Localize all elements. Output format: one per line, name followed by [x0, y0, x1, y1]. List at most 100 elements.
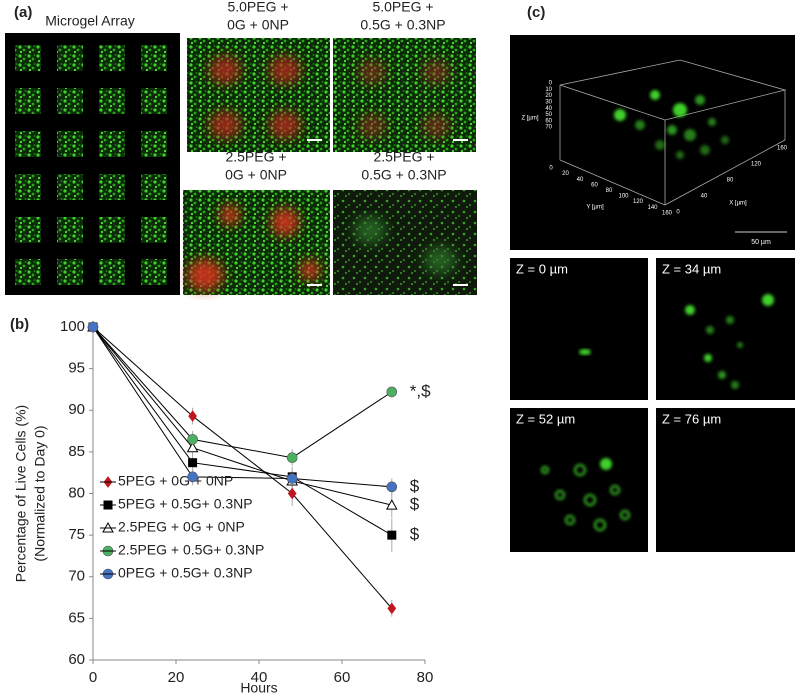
cells-3d [614, 90, 729, 159]
x-tick-label: 160 [777, 146, 788, 152]
y-tick-label: 65 [68, 609, 85, 626]
annotation: $ [410, 476, 420, 495]
y-tick-label: 160 [662, 210, 673, 216]
legend-label: 5PEG + 0G + 0NP [118, 473, 233, 489]
y-tick-label: 100 [60, 318, 85, 335]
cells [685, 294, 774, 389]
cells [541, 458, 630, 531]
x-tick-label: 40 [251, 669, 268, 686]
x-tick-label: 80 [417, 669, 434, 686]
z-tick-label: 10 [545, 87, 552, 93]
y-tick-label: 140 [647, 205, 658, 211]
z-tick-label: 60 [545, 118, 552, 124]
slice-label: Z = 52 µm [516, 411, 575, 426]
x-tick-label: 0 [89, 669, 97, 686]
y-tick-label: 120 [633, 199, 644, 205]
marker [87, 321, 99, 333]
y-tick-label: 40 [577, 177, 584, 183]
y-tick-label: 85 [68, 443, 85, 460]
image-labels: 5.0PEG + 0G + 0NP 5.0PEG + 0.5G + 0.3NP 2.5P… [225, 0, 447, 183]
marker [286, 452, 298, 464]
image-label: 0G + 0NP [227, 17, 289, 33]
microgel [57, 174, 83, 200]
marker [387, 602, 397, 615]
annotation: *,$ [410, 381, 431, 400]
y-tick-label: 95 [68, 360, 85, 377]
x-tick-label: 80 [727, 178, 734, 184]
microgel [141, 217, 167, 243]
microgel [99, 45, 125, 71]
x-tick-label: 60 [334, 669, 351, 686]
legend-label: 2.5PEG + 0G + 0NP [118, 519, 245, 535]
microgel [99, 88, 125, 114]
microgel [99, 259, 125, 285]
slice-label: Z = 76 µm [662, 411, 721, 426]
microgel [99, 174, 125, 200]
image-label: 5.0PEG + [227, 0, 288, 15]
micrograph [333, 190, 477, 295]
y-tick-label: 75 [68, 526, 85, 543]
image-label: 0G + 0NP [225, 167, 287, 183]
marker [287, 487, 297, 500]
microgel [57, 45, 83, 71]
z-tick-label: 20 [545, 93, 552, 99]
microgel [99, 217, 125, 243]
slice-label: Z = 34 µm [662, 261, 721, 276]
marker [188, 410, 197, 422]
y-tick-label: 80 [606, 188, 613, 194]
annotation: $ [410, 495, 420, 514]
microgel [141, 131, 167, 157]
z-tick-label: 70 [545, 125, 552, 131]
slice-label: Z = 0 µm [516, 261, 568, 276]
marker [386, 386, 398, 398]
z-tick-label: 0 [549, 81, 553, 87]
microgel [57, 131, 83, 157]
image-title: Microgel Array [45, 13, 134, 29]
microgel [15, 88, 41, 114]
y-tick-label: 60 [68, 651, 85, 668]
x-tick-label: 120 [751, 162, 762, 168]
z-tick-label: 30 [545, 99, 552, 105]
marker [187, 471, 198, 483]
legend-label: 0PEG + 0.5G+ 0.3NP [118, 565, 253, 581]
micrograph [183, 190, 330, 295]
series-line [92, 326, 392, 488]
legend-label: 2.5PEG + 0.5G+ 0.3NP [118, 542, 264, 558]
micrograph [333, 38, 476, 152]
panel-label: (a) [14, 4, 32, 21]
microgel [57, 88, 83, 114]
microgel [15, 259, 41, 285]
3d-render [510, 35, 795, 250]
microgel [15, 45, 41, 71]
series-line [92, 326, 393, 536]
y-tick-label: 80 [68, 484, 85, 501]
microgel-grid [15, 45, 167, 285]
x-tick-label: 0 [676, 210, 680, 216]
micrograph [187, 38, 330, 152]
x-tick-label: 40 [701, 194, 708, 200]
marker [188, 458, 198, 468]
panel-label: (c) [527, 4, 545, 21]
microgel [99, 131, 125, 157]
microgel [15, 131, 41, 157]
slice-image [656, 258, 795, 400]
y-tick-label: 0 [549, 166, 553, 172]
marker [186, 441, 199, 453]
3d-box [559, 59, 787, 206]
image-label: 0.5G + 0.3NP [360, 17, 445, 33]
line-chart: (b) 60 65 70 75 80 85 90 95 100 0 20 40 60 80 Hours Perc… [10, 316, 433, 696]
microgel [15, 217, 41, 243]
microgel [141, 174, 167, 200]
series-line [92, 326, 393, 609]
x-tick-label: 20 [168, 669, 185, 686]
microgel [141, 259, 167, 285]
marker [387, 530, 397, 540]
y-axis-title: (Normalized to Day 0) [32, 425, 48, 561]
annotation: $ [410, 525, 420, 544]
y-axis-title: Percentage of Live Cells (%) [13, 405, 29, 582]
cell [579, 349, 591, 355]
marker [385, 499, 398, 510]
panel-label: (b) [10, 316, 29, 333]
